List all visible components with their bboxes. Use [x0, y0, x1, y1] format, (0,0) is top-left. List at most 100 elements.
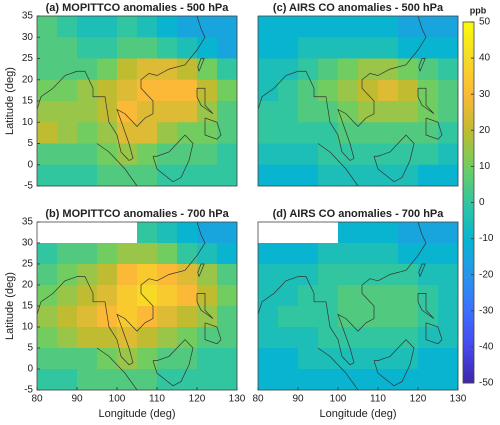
- heatmap-cell: [358, 143, 379, 166]
- heatmap-cell: [278, 264, 299, 286]
- heatmap-cell: [157, 264, 178, 286]
- heatmap-cell: [37, 58, 58, 81]
- heatmap-cell: [157, 327, 178, 349]
- heatmap-cell: [318, 37, 339, 59]
- heatmap-cell: [298, 101, 319, 123]
- heatmap-cell: [278, 37, 299, 59]
- heatmap-cell: [418, 143, 439, 166]
- heatmap-cell: [278, 143, 299, 166]
- colorbar-segment: [463, 238, 474, 243]
- heatmap-cell: [37, 306, 58, 328]
- colorbar-tick-label: -10: [479, 233, 494, 244]
- coastline: [152, 134, 194, 183]
- heatmap-cell: [358, 306, 379, 328]
- heatmap-cell: [97, 285, 118, 307]
- heatmap-cell: [338, 327, 359, 349]
- heatmap-cell: [418, 222, 439, 244]
- heatmap-cell: [438, 243, 459, 265]
- colorbar-segment: [463, 195, 474, 200]
- colorbar-segment: [463, 65, 474, 70]
- heatmap-cell: [298, 16, 319, 38]
- heatmap-cell: [197, 327, 218, 349]
- colorbar-segment: [463, 58, 474, 63]
- colorbar-segment: [463, 321, 474, 326]
- heatmap-cell: [438, 164, 459, 187]
- heatmap-cell: [278, 16, 299, 38]
- heatmap-cell: [37, 327, 58, 349]
- colorbar-segment: [463, 256, 474, 261]
- colorbar-segment: [463, 188, 474, 193]
- heatmap-cell: [157, 285, 178, 307]
- heatmap-cell: [258, 327, 279, 349]
- heatmap-cell: [57, 243, 78, 265]
- heatmap-cell: [57, 306, 78, 328]
- heatmap-cell: [77, 369, 98, 391]
- heatmap-cell: [117, 327, 138, 349]
- colorbar-segment: [463, 328, 474, 333]
- heatmap-cell: [177, 222, 198, 244]
- heatmap-cell: [217, 101, 238, 123]
- heatmap-cell: [438, 58, 459, 81]
- heatmap-cell: [37, 285, 58, 307]
- heatmap-cell: [378, 264, 399, 286]
- colorbar-segment: [463, 68, 474, 74]
- coastline: [317, 143, 359, 186]
- heatmap-cell: [438, 327, 459, 349]
- heatmap-cell: [258, 37, 279, 59]
- colorbar-segment: [463, 79, 474, 84]
- heatmap-cell: [157, 122, 178, 144]
- colorbar-segment: [463, 72, 474, 77]
- heatmap-cell: [77, 101, 98, 123]
- heatmap-cell: [97, 264, 118, 286]
- heatmap-cell: [57, 122, 78, 144]
- heatmap-cell: [298, 79, 319, 102]
- heatmap-cell: [57, 37, 78, 59]
- heatmap-cell: [177, 143, 198, 166]
- coastline: [37, 222, 206, 366]
- heatmap-cell: [177, 37, 198, 59]
- heatmap-cell: [217, 164, 238, 187]
- heatmap-cell: [438, 101, 459, 123]
- heatmap-cell: [177, 58, 198, 81]
- heatmap-cell: [338, 37, 359, 59]
- heatmap-cell: [97, 37, 118, 59]
- heatmap-cell: [358, 285, 379, 307]
- heatmap-cell: [217, 222, 238, 244]
- heatmap-cell: [318, 16, 339, 38]
- heatmap-cell: [258, 264, 279, 286]
- heatmap-cell: [438, 143, 459, 166]
- heatmap-cell: [398, 164, 419, 187]
- colorbar-segment: [463, 126, 474, 131]
- heatmap-cell: [318, 369, 339, 391]
- colorbar-segment: [463, 94, 474, 99]
- colorbar-segment: [463, 162, 474, 167]
- colorbar-segment: [463, 159, 474, 164]
- heatmap-cell: [298, 243, 319, 265]
- heatmap-cell: [177, 348, 198, 370]
- x-tick-label: 80: [31, 394, 43, 405]
- colorbar-segment: [463, 184, 474, 189]
- x-tick-label: 120: [189, 394, 206, 405]
- heatmap-cell: [398, 143, 419, 166]
- heatmap-cell: [398, 264, 419, 286]
- colorbar-segment: [463, 303, 474, 308]
- coastline: [197, 58, 205, 72]
- colorbar-tick-label: 30: [479, 89, 491, 100]
- heatmap-cell: [438, 222, 459, 244]
- heatmap-cell: [278, 327, 299, 349]
- heatmap-cell: [77, 327, 98, 349]
- heatmap-cell: [418, 306, 439, 328]
- y-tick-label: 10: [22, 322, 34, 333]
- colorbar-segment: [463, 253, 474, 258]
- colorbar-tick-label: 0: [479, 197, 485, 208]
- heatmap-cell: [137, 79, 158, 102]
- heatmap-cell: [378, 327, 399, 349]
- colorbar-segment: [463, 206, 474, 211]
- colorbar-segment: [463, 289, 474, 294]
- heatmap-cell: [278, 348, 299, 370]
- heatmap-cell: [398, 306, 419, 328]
- colorbar-segment: [463, 227, 474, 232]
- colorbar-segment: [463, 292, 474, 297]
- y-tick-label: -5: [24, 181, 33, 192]
- colorbar-segment: [463, 346, 474, 352]
